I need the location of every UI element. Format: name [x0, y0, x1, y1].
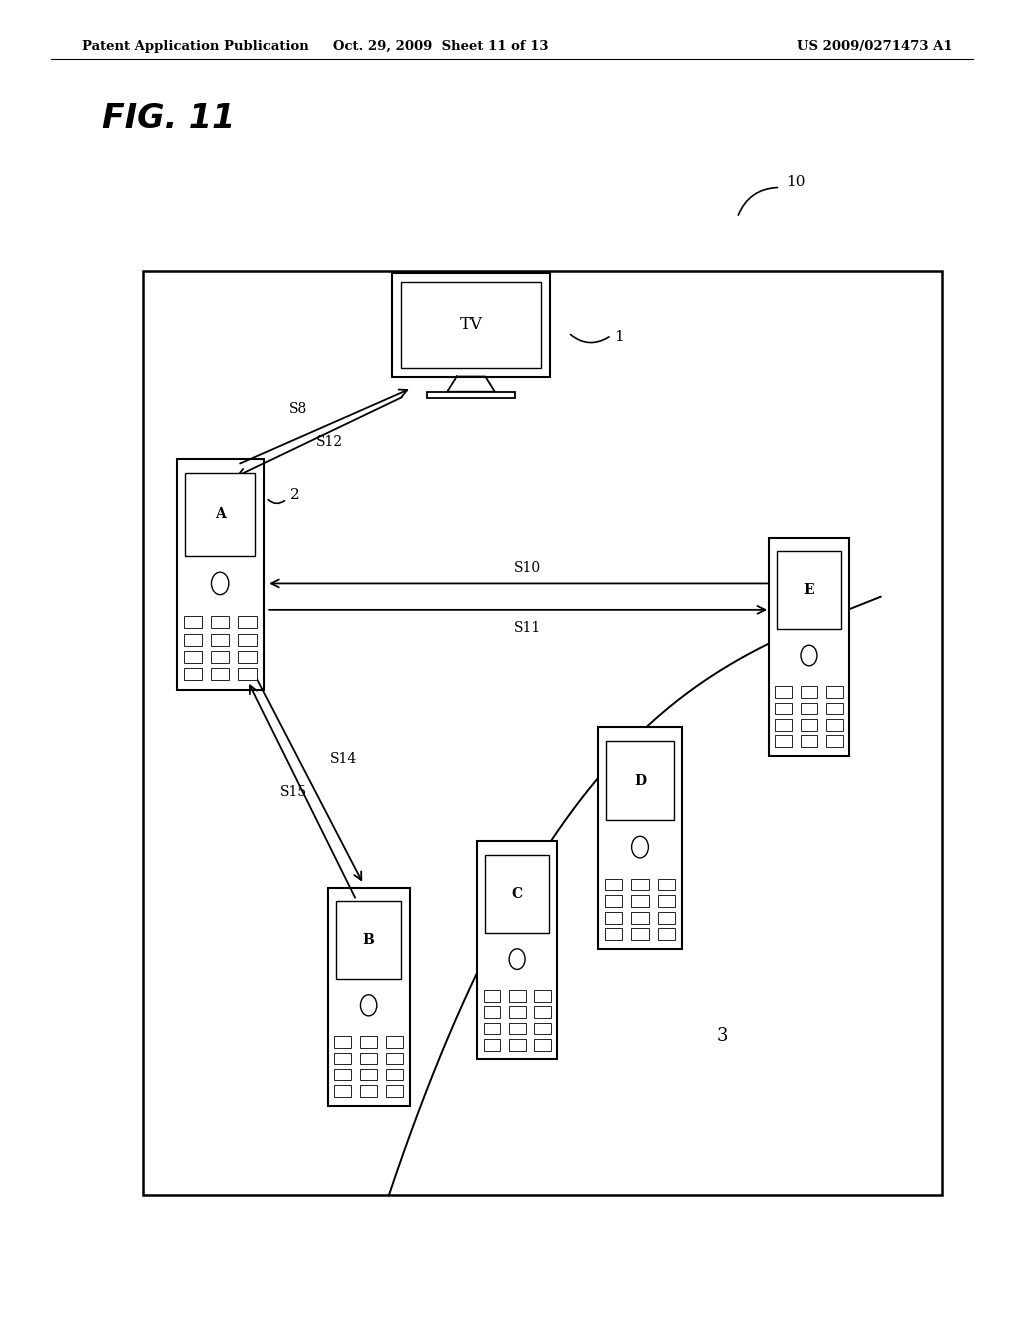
Bar — [775, 719, 793, 731]
Bar — [631, 928, 649, 940]
Circle shape — [509, 949, 525, 969]
Bar — [427, 392, 515, 397]
Bar — [775, 735, 793, 747]
Bar — [360, 1069, 377, 1081]
Text: A: A — [215, 507, 225, 521]
Text: US 2009/0271473 A1: US 2009/0271473 A1 — [797, 40, 952, 53]
Bar — [534, 1039, 551, 1051]
Text: Oct. 29, 2009  Sheet 11 of 13: Oct. 29, 2009 Sheet 11 of 13 — [333, 40, 548, 53]
Bar — [239, 616, 257, 628]
Bar — [211, 634, 229, 645]
Bar — [657, 895, 675, 907]
Bar — [485, 854, 549, 933]
Bar — [825, 702, 843, 714]
Bar — [509, 1023, 525, 1035]
Circle shape — [211, 573, 229, 594]
Bar — [183, 651, 202, 663]
Text: FIG. 11: FIG. 11 — [102, 103, 236, 135]
Text: Patent Application Publication: Patent Application Publication — [82, 40, 308, 53]
Bar — [825, 735, 843, 747]
Bar — [143, 271, 942, 1195]
Bar — [631, 879, 649, 890]
Bar — [605, 912, 623, 924]
Bar — [183, 668, 202, 681]
Text: D: D — [634, 774, 646, 788]
Bar — [605, 928, 623, 940]
Bar — [334, 1036, 351, 1048]
Bar — [334, 1052, 351, 1064]
Circle shape — [632, 837, 648, 858]
Text: 10: 10 — [786, 176, 806, 189]
Text: S8: S8 — [289, 403, 307, 416]
Text: 3: 3 — [717, 1027, 728, 1045]
Bar — [185, 473, 255, 556]
Bar — [360, 1085, 377, 1097]
Bar — [334, 1069, 351, 1081]
Text: S15: S15 — [280, 785, 306, 799]
Bar — [391, 273, 551, 376]
Bar — [801, 719, 817, 731]
Bar — [775, 686, 793, 698]
Bar — [336, 900, 401, 979]
Bar — [386, 1085, 403, 1097]
Bar — [769, 539, 849, 755]
Bar — [386, 1052, 403, 1064]
Bar — [360, 1052, 377, 1064]
Bar — [239, 668, 257, 681]
Bar — [657, 912, 675, 924]
Bar — [605, 879, 623, 890]
Bar — [183, 616, 202, 628]
Text: S12: S12 — [315, 436, 342, 449]
Bar — [334, 1085, 351, 1097]
Bar — [483, 1039, 501, 1051]
Bar — [598, 727, 682, 949]
Circle shape — [801, 645, 817, 665]
Bar — [801, 735, 817, 747]
Bar — [777, 550, 841, 630]
Bar — [657, 879, 675, 890]
Text: S10: S10 — [514, 561, 541, 574]
Bar — [176, 459, 264, 689]
Bar — [825, 719, 843, 731]
Bar — [605, 895, 623, 907]
Text: C: C — [512, 887, 522, 900]
Bar — [211, 668, 229, 681]
Bar — [386, 1069, 403, 1081]
Bar — [211, 651, 229, 663]
Bar — [825, 686, 843, 698]
Bar — [386, 1036, 403, 1048]
Bar — [775, 702, 793, 714]
Bar — [483, 990, 501, 1002]
Text: E: E — [804, 583, 814, 597]
Bar — [183, 634, 202, 645]
Circle shape — [360, 995, 377, 1016]
Bar — [239, 651, 257, 663]
Bar — [801, 686, 817, 698]
Bar — [477, 842, 557, 1059]
Bar — [657, 928, 675, 940]
Bar — [534, 1006, 551, 1018]
Text: 1: 1 — [614, 330, 625, 343]
Bar — [801, 702, 817, 714]
Text: B: B — [362, 933, 375, 946]
Bar — [606, 741, 674, 821]
Bar — [483, 1006, 501, 1018]
Bar — [509, 1039, 525, 1051]
Bar — [211, 616, 229, 628]
Text: S14: S14 — [330, 752, 357, 766]
Bar — [534, 1023, 551, 1035]
Bar — [360, 1036, 377, 1048]
Bar — [401, 281, 541, 368]
Bar — [509, 1006, 525, 1018]
Bar — [328, 887, 410, 1106]
Bar — [483, 1023, 501, 1035]
Bar — [534, 990, 551, 1002]
Bar — [239, 634, 257, 645]
Text: S11: S11 — [514, 622, 541, 635]
Text: 2: 2 — [290, 488, 300, 502]
Bar — [631, 912, 649, 924]
Bar — [631, 895, 649, 907]
Bar — [509, 990, 525, 1002]
Text: TV: TV — [460, 317, 482, 334]
